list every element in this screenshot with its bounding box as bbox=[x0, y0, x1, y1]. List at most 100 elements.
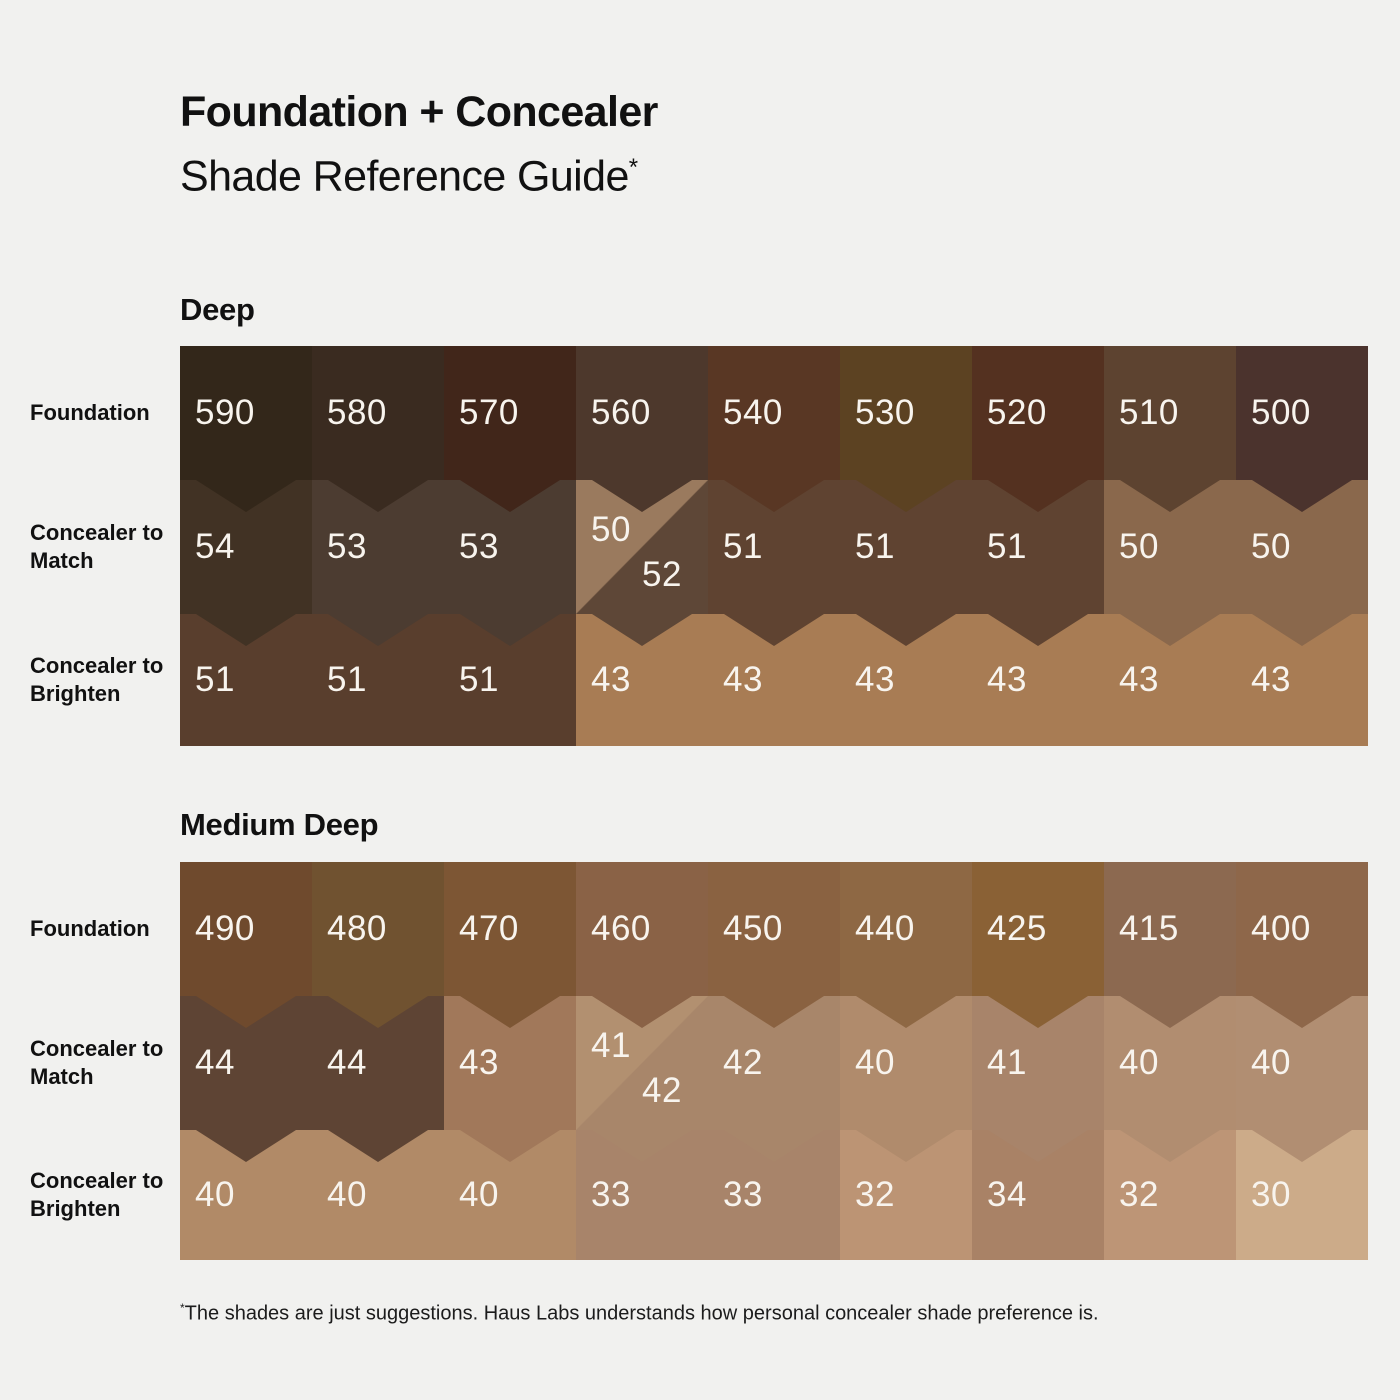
row-divider-chevron bbox=[328, 1130, 428, 1162]
swatch-30: 30 bbox=[1236, 1130, 1368, 1260]
row-divider-chevron bbox=[1120, 480, 1220, 512]
swatch-34: 34 bbox=[972, 1130, 1104, 1260]
row-concealer-to-brighten: 51 51 51 43 43 43 43 43 43 bbox=[180, 614, 1368, 746]
swatch-40: 40 bbox=[1236, 996, 1368, 1130]
swatch-450: 450 bbox=[708, 862, 840, 996]
footnote-marker: * bbox=[180, 1301, 185, 1315]
row-divider-chevron bbox=[856, 480, 956, 512]
row-foundation: 490 480 470 460 450 440 425 415 400 bbox=[180, 862, 1368, 996]
swatch-460: 460 bbox=[576, 862, 708, 996]
row-divider-chevron bbox=[328, 614, 428, 646]
shade-number: 51 bbox=[195, 660, 235, 699]
shade-number: 40 bbox=[195, 1175, 235, 1214]
row-divider-chevron bbox=[1252, 996, 1352, 1028]
swatch-53: 53 bbox=[312, 480, 444, 614]
shade-number: 54 bbox=[195, 527, 235, 566]
swatch-530: 530 bbox=[840, 346, 972, 480]
row-divider-chevron bbox=[724, 480, 824, 512]
shade-number: 580 bbox=[327, 393, 387, 432]
shade-number: 52 bbox=[642, 555, 682, 595]
row-divider-chevron bbox=[592, 480, 692, 512]
footnote: *The shades are just suggestions. Haus L… bbox=[180, 1301, 1099, 1326]
shade-number: 490 bbox=[195, 909, 255, 948]
swatch-40: 40 bbox=[1104, 996, 1236, 1130]
deep-shade-grid: 590 580 570 560 540 530 520 510 500 54 53 53 50 52 51 5… bbox=[180, 346, 1368, 746]
shade-number: 50 bbox=[1119, 527, 1159, 566]
row-divider-chevron bbox=[988, 1130, 1088, 1162]
swatch-50: 50 bbox=[1104, 480, 1236, 614]
row-concealer-to-brighten: 40 40 40 33 33 32 34 32 30 bbox=[180, 1130, 1368, 1260]
shade-number: 42 bbox=[642, 1071, 682, 1111]
row-divider-chevron bbox=[460, 996, 560, 1028]
footnote-text: The shades are just suggestions. Haus La… bbox=[184, 1302, 1099, 1325]
swatch-41-42: 41 42 bbox=[576, 996, 708, 1130]
title-line-1: Foundation + Concealer bbox=[180, 88, 658, 136]
shade-number: 41 bbox=[987, 1043, 1027, 1082]
shade-number: 500 bbox=[1251, 393, 1311, 432]
swatch-590: 590 bbox=[180, 346, 312, 480]
swatch-40: 40 bbox=[840, 996, 972, 1130]
shade-number: 400 bbox=[1251, 909, 1311, 948]
swatch-500: 500 bbox=[1236, 346, 1368, 480]
shade-number: 530 bbox=[855, 393, 915, 432]
swatch-54: 54 bbox=[180, 480, 312, 614]
row-divider-chevron bbox=[724, 614, 824, 646]
row-divider-chevron bbox=[1252, 614, 1352, 646]
swatch-51: 51 bbox=[972, 480, 1104, 614]
shade-number: 53 bbox=[459, 527, 499, 566]
row-label-foundation-medium-deep: Foundation bbox=[30, 916, 150, 941]
shade-number: 540 bbox=[723, 393, 783, 432]
row-divider-chevron bbox=[988, 480, 1088, 512]
swatch-470: 470 bbox=[444, 862, 576, 996]
shade-number: 51 bbox=[459, 660, 499, 699]
swatch-43: 43 bbox=[576, 614, 708, 746]
shade-number: 43 bbox=[1251, 660, 1291, 699]
swatch-570: 570 bbox=[444, 346, 576, 480]
swatch-33: 33 bbox=[708, 1130, 840, 1260]
shade-number: 460 bbox=[591, 909, 651, 948]
shade-number: 33 bbox=[723, 1175, 763, 1214]
swatch-580: 580 bbox=[312, 346, 444, 480]
row-divider-chevron bbox=[460, 1130, 560, 1162]
swatch-43: 43 bbox=[972, 614, 1104, 746]
row-divider-chevron bbox=[328, 996, 428, 1028]
swatch-510: 510 bbox=[1104, 346, 1236, 480]
shade-number: 40 bbox=[327, 1175, 367, 1214]
swatch-40: 40 bbox=[180, 1130, 312, 1260]
shade-number: 44 bbox=[327, 1043, 367, 1082]
row-divider-chevron bbox=[856, 996, 956, 1028]
swatch-43: 43 bbox=[1236, 614, 1368, 746]
row-label-concealer-to-brighten-medium-deep: Concealer to Brighten bbox=[30, 1168, 164, 1221]
shade-number: 570 bbox=[459, 393, 519, 432]
shade-number: 415 bbox=[1119, 909, 1179, 948]
swatch-44: 44 bbox=[312, 996, 444, 1130]
medium-deep-shade-grid: 490 480 470 460 450 440 425 415 400 44 44 43 41 42 42 4… bbox=[180, 862, 1368, 1260]
swatch-53: 53 bbox=[444, 480, 576, 614]
shade-number: 53 bbox=[327, 527, 367, 566]
swatch-50: 50 bbox=[1236, 480, 1368, 614]
row-divider-chevron bbox=[1252, 480, 1352, 512]
shade-number: 51 bbox=[987, 527, 1027, 566]
row-concealer-to-match: 54 53 53 50 52 51 51 51 50 50 bbox=[180, 480, 1368, 614]
row-divider-chevron bbox=[856, 614, 956, 646]
swatch-41: 41 bbox=[972, 996, 1104, 1130]
shade-number: 43 bbox=[987, 660, 1027, 699]
swatch-43: 43 bbox=[708, 614, 840, 746]
shade-number: 44 bbox=[195, 1043, 235, 1082]
shade-number: 42 bbox=[723, 1043, 763, 1082]
row-label-foundation-deep: Foundation bbox=[30, 400, 150, 425]
row-divider-chevron bbox=[1252, 1130, 1352, 1162]
swatch-51: 51 bbox=[840, 480, 972, 614]
shade-number: 590 bbox=[195, 393, 255, 432]
swatch-51: 51 bbox=[180, 614, 312, 746]
shade-number: 480 bbox=[327, 909, 387, 948]
shade-number: 50 bbox=[591, 509, 631, 549]
row-divider-chevron bbox=[196, 1130, 296, 1162]
row-divider-chevron bbox=[592, 1130, 692, 1162]
swatch-32: 32 bbox=[1104, 1130, 1236, 1260]
swatch-440: 440 bbox=[840, 862, 972, 996]
section-heading-deep: Deep bbox=[180, 292, 255, 327]
shade-number: 43 bbox=[591, 660, 631, 699]
shade-number: 510 bbox=[1119, 393, 1179, 432]
